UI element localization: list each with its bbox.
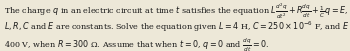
Text: 400 V, when $R = 300$ Ω. Assume that when $t = 0$, $q = 0$ and $\frac{dq}{dt} = : 400 V, when $R = 300$ Ω. Assume that whe… [4,37,269,51]
Text: $L, R, C$ and $E$ are constants. Solve the equation given $L = 4$ H, $C = 250 \t: $L, R, C$ and $E$ are constants. Solve t… [4,19,350,34]
Text: The charge $q$ in an electric circuit at time $t$ satisfies the equation $L\frac: The charge $q$ in an electric circuit at… [4,1,350,21]
